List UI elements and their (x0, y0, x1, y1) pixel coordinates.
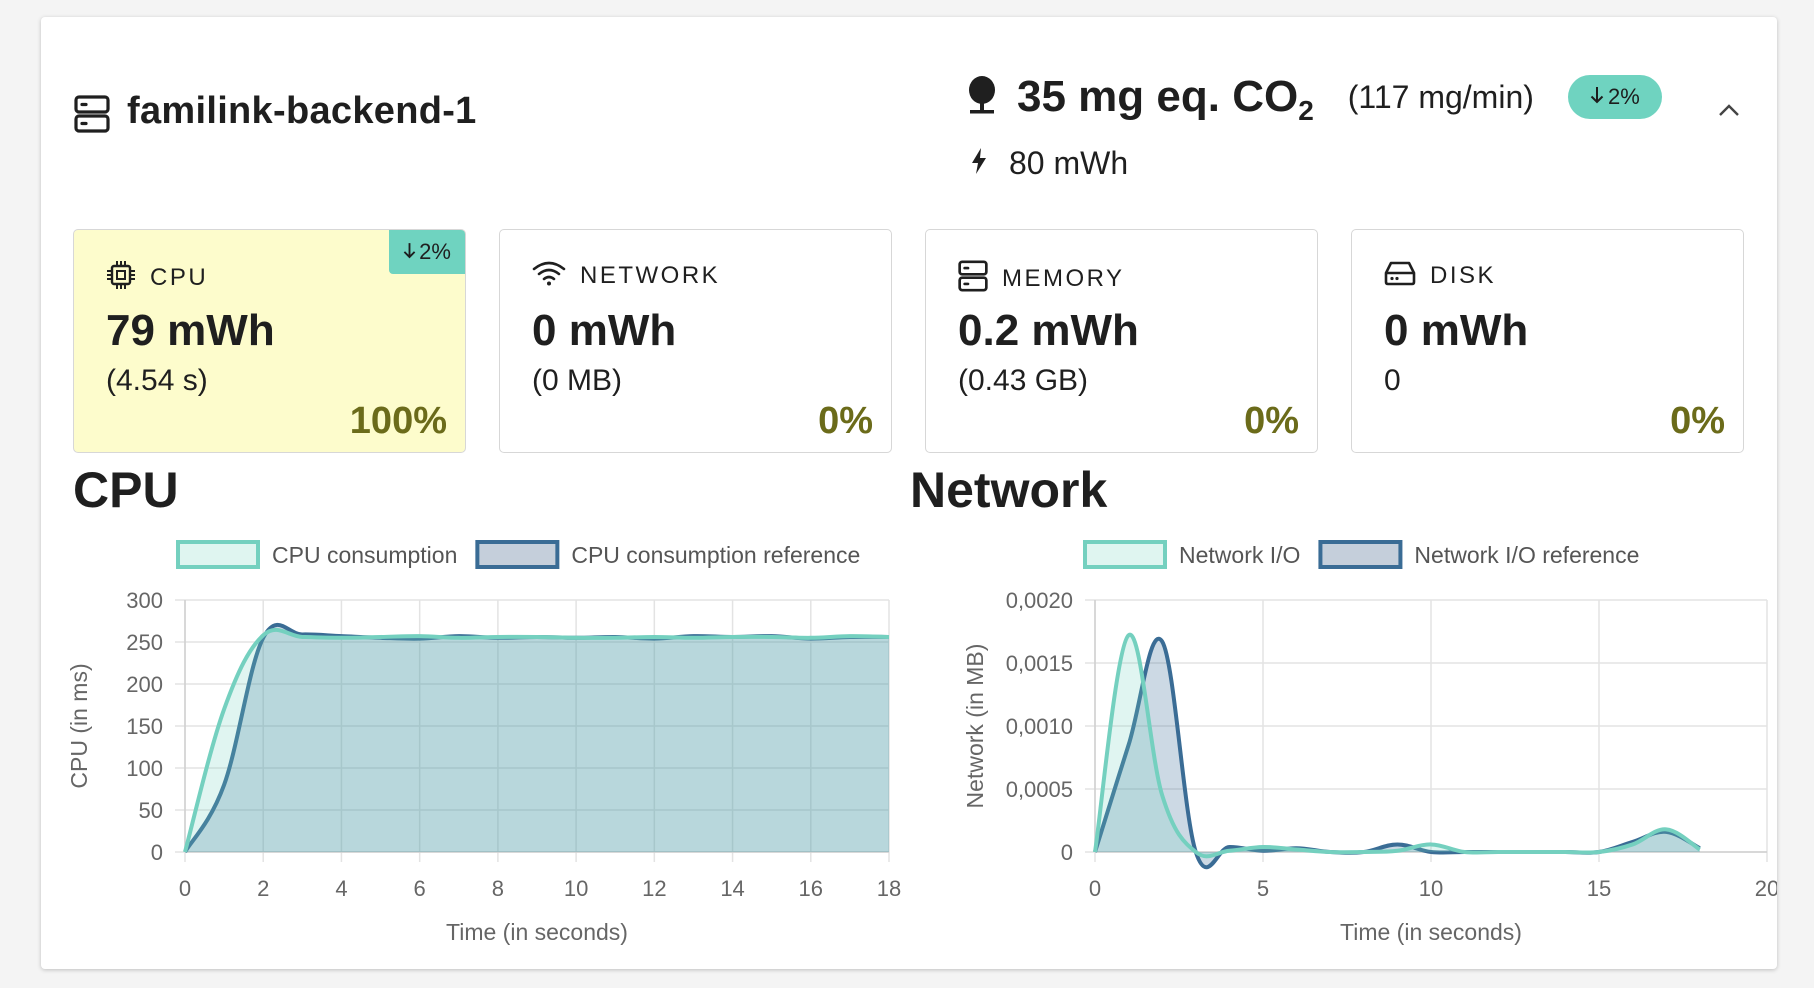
legend-swatch (1083, 540, 1167, 569)
tile-network[interactable]: NETWORK 0 mWh (0 MB) 0% (499, 229, 892, 453)
y-tick-label: 300 (126, 588, 163, 613)
tile-percent: 0% (818, 400, 873, 442)
legend-label: CPU consumption reference (571, 542, 860, 568)
arrow-down-icon (403, 239, 416, 265)
cpu-trend-badge: 2% (389, 230, 465, 274)
network-chart-title: Network (910, 462, 1108, 518)
tile-label: DISK (1430, 261, 1497, 289)
y-tick-label: 250 (126, 630, 163, 655)
x-tick-label: 16 (799, 876, 823, 901)
cpu-chart-title: CPU (73, 462, 179, 518)
tile-label: MEMORY (1002, 264, 1125, 292)
x-tick-label: 10 (1419, 876, 1443, 901)
tile-cpu[interactable]: 2% CPU 79 mWh (4.54 s) 100% (73, 229, 466, 453)
tile-value: 0 mWh (1384, 306, 1529, 355)
legend-swatch (1318, 540, 1403, 569)
y-tick-label: 0,0010 (1006, 714, 1073, 739)
x-axis-title: Time (in seconds) (1340, 919, 1522, 945)
tile-value: 0 mWh (532, 306, 677, 355)
service-name: familink-backend-1 (127, 90, 477, 132)
x-tick-label: 0 (179, 876, 191, 901)
y-tick-label: 200 (126, 672, 163, 697)
legend-label: CPU consumption (272, 542, 457, 568)
co2-summary: 35 mg eq. CO 2 (117 mg/min) 2% (967, 62, 1662, 132)
series-line-consumption (1093, 633, 1701, 859)
x-tick-label: 15 (1587, 876, 1611, 901)
y-tick-label: 0,0015 (1006, 651, 1073, 676)
cpu-chip-icon (106, 260, 136, 295)
tile-value: 79 mWh (106, 306, 275, 355)
y-tick-label: 0 (151, 840, 163, 865)
y-tick-label: 0,0005 (1006, 777, 1073, 802)
series-line-consumption (183, 627, 890, 853)
co2-rate: (117 mg/min) (1347, 78, 1534, 115)
x-tick-label: 6 (414, 876, 426, 901)
y-axis-title: Network (in MB) (962, 644, 988, 809)
energy-value: 80 mWh (1009, 145, 1129, 181)
tile-memory[interactable]: MEMORY 0.2 mWh (0.43 GB) 0% (925, 229, 1318, 453)
y-tick-label: 150 (126, 714, 163, 739)
x-tick-label: 5 (1257, 876, 1269, 901)
y-tick-label: 0 (1061, 840, 1073, 865)
series-area-reference (185, 624, 889, 852)
legend-swatch (176, 540, 260, 569)
y-tick-label: 100 (126, 756, 163, 781)
tile-detail: 0 (1384, 364, 1401, 397)
tile-detail: (0.43 GB) (958, 364, 1089, 397)
tile-value: 0.2 mWh (958, 306, 1139, 355)
service-card: familink-backend-1 35 mg eq. CO 2 (117 mg… (41, 17, 1777, 969)
tree-icon (967, 75, 997, 120)
tile-label: CPU (150, 263, 209, 291)
tile-detail: (4.54 s) (106, 364, 208, 397)
network-chart: 0 0,0005 0,0010 0,0015 0,0020 0 5 10 15 20 Time (i… (962, 540, 1777, 945)
x-tick-label: 12 (642, 876, 666, 901)
legend-label: Network I/O (1179, 542, 1300, 568)
tile-percent: 100% (349, 400, 447, 442)
x-tick-label: 4 (335, 876, 347, 901)
tile-disk[interactable]: DISK 0 mWh 0 0% (1351, 229, 1744, 453)
y-tick-label: 50 (139, 798, 163, 823)
tile-detail: (0 MB) (532, 364, 622, 397)
collapse-chevron-icon[interactable] (1718, 103, 1740, 122)
legend-swatch (475, 540, 560, 569)
co2-trend-value: 2% (1607, 84, 1640, 109)
server-icon (74, 95, 110, 138)
energy-summary: 80 mWh (971, 145, 1128, 182)
legend-label: Network I/O reference (1414, 542, 1639, 568)
y-tick-label: 0,0020 (1006, 588, 1073, 613)
cpu-trend-value: 2% (419, 239, 451, 264)
series-area-consumption (1095, 634, 1700, 857)
series-area-reference (1095, 638, 1700, 868)
arrow-down-icon (1590, 84, 1604, 110)
x-tick-label: 18 (877, 876, 901, 901)
x-tick-label: 10 (564, 876, 588, 901)
cpu-chart: 0 50 100 150 200 250 300 0 2 4 6 8 10 12 14 16 18 Time (i… (66, 540, 901, 945)
x-tick-label: 20 (1755, 876, 1777, 901)
disk-icon (1384, 260, 1416, 291)
co2-trend-badge: 2% (1567, 75, 1662, 119)
x-tick-label: 14 (720, 876, 744, 901)
x-tick-label: 0 (1089, 876, 1101, 901)
x-tick-label: 2 (257, 876, 269, 901)
x-tick-label: 8 (492, 876, 504, 901)
lightning-icon (971, 145, 987, 182)
tile-label: NETWORK (580, 261, 721, 289)
wifi-icon (532, 260, 566, 291)
co2-value: 35 mg eq. CO (1017, 72, 1299, 121)
series-area-consumption (185, 629, 889, 852)
tile-percent: 0% (1244, 400, 1299, 442)
memory-icon (958, 260, 988, 297)
co2-subscript: 2 (1298, 95, 1314, 126)
y-axis-title: CPU (in ms) (66, 663, 92, 788)
tile-percent: 0% (1670, 400, 1725, 442)
x-axis-title: Time (in seconds) (446, 919, 628, 945)
